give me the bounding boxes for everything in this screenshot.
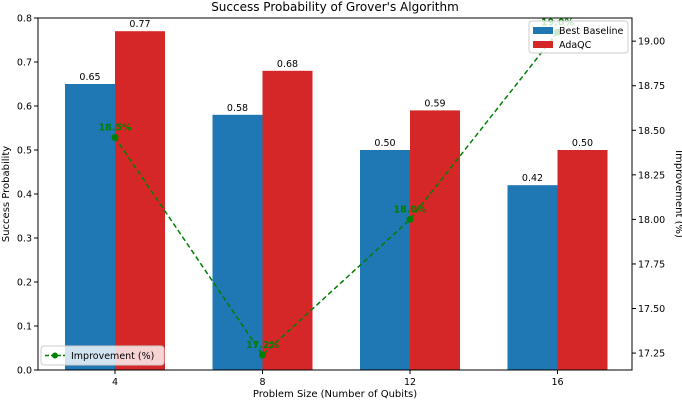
y2-tick-label: 17.75 xyxy=(638,259,665,270)
y2-tick-label: 17.50 xyxy=(638,304,665,315)
y-tick-label: 0.4 xyxy=(17,190,32,201)
bar-value-label: 0.50 xyxy=(374,138,395,149)
improvement-label: 17.2% xyxy=(246,340,279,351)
bar-best-baseline xyxy=(507,185,558,370)
y-tick-label: 0.3 xyxy=(17,234,32,245)
bar-value-label: 0.50 xyxy=(572,138,593,149)
improvement-line xyxy=(114,31,559,356)
bar-best-baseline xyxy=(212,114,263,370)
bar-best-baseline xyxy=(360,150,410,370)
y2-tick-label: 17.25 xyxy=(638,349,665,360)
chart-title: Success Probability of Grover's Algorith… xyxy=(211,0,459,14)
legend-label: AdaQC xyxy=(559,40,592,51)
y2-tick-label: 18.75 xyxy=(638,81,665,92)
legend-label: Best Baseline xyxy=(559,26,623,37)
y-tick-label: 0.7 xyxy=(17,58,32,69)
x-axis-label: Problem Size (Number of Qubits) xyxy=(253,389,417,400)
bar-value-label: 0.58 xyxy=(227,103,248,114)
y-tick-label: 0.2 xyxy=(17,278,32,289)
x-tick-label: 12 xyxy=(404,377,416,388)
improvement-label: 18.0% xyxy=(394,204,427,215)
bar-value-label: 0.77 xyxy=(129,19,150,30)
bar-adaqc xyxy=(410,110,460,371)
legend-swatch xyxy=(533,41,553,48)
y2-axis-label: Improvement (%) xyxy=(673,150,682,238)
x-tick-label: 16 xyxy=(551,377,563,388)
y-tick-label: 0.5 xyxy=(17,146,32,157)
x-tick-label: 8 xyxy=(259,377,265,388)
bar-adaqc xyxy=(262,70,313,371)
improvement-point xyxy=(111,133,119,141)
bar-adaqc xyxy=(115,31,165,370)
y2-tick-label: 19.00 xyxy=(638,37,665,48)
legend-label: Improvement (%) xyxy=(71,351,154,362)
y-tick-label: 0.1 xyxy=(17,322,32,333)
improvement-label: 18.5% xyxy=(99,122,132,133)
bar-value-label: 0.59 xyxy=(424,98,445,109)
legend-box-line xyxy=(40,345,165,366)
y-tick-label: 0.6 xyxy=(17,102,32,113)
y-axis-label: Success Probability xyxy=(1,146,12,242)
legend-line-marker xyxy=(52,352,58,359)
bar-adaqc xyxy=(557,150,608,370)
bar-value-label: 0.42 xyxy=(522,173,543,184)
bar-best-baseline xyxy=(65,84,115,370)
y-tick-label: 0.8 xyxy=(17,14,32,25)
y2-tick-label: 18.00 xyxy=(638,215,665,226)
y2-tick-label: 18.25 xyxy=(638,170,665,181)
bar-value-label: 0.65 xyxy=(79,72,100,83)
legend-box xyxy=(528,20,629,54)
y2-tick-label: 18.50 xyxy=(638,126,665,137)
bar-value-label: 0.68 xyxy=(277,59,298,70)
x-tick-label: 4 xyxy=(112,377,118,388)
legend-swatch xyxy=(533,27,553,34)
y-tick-label: 0.0 xyxy=(17,366,32,377)
improvement-point xyxy=(259,351,266,359)
improvement-point xyxy=(406,215,414,223)
